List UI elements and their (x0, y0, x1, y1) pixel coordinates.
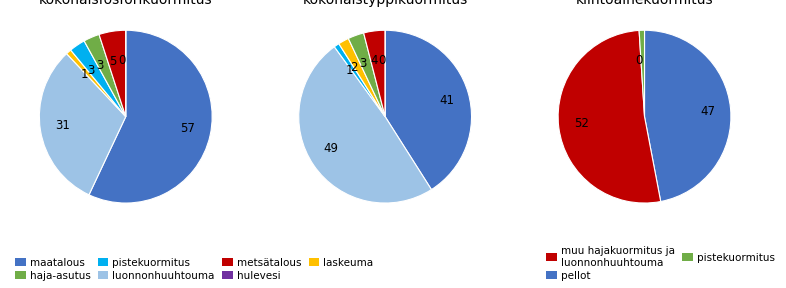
Text: 1: 1 (81, 68, 89, 81)
Wedge shape (645, 30, 731, 202)
Legend: maatalous, haja-asutus, pistekuormitus, luonnonhuuhtouma, metsätalous, hulevesi,: maatalous, haja-asutus, pistekuormitus, … (13, 255, 376, 283)
Wedge shape (639, 30, 645, 117)
Text: 0: 0 (119, 54, 126, 67)
Text: 0: 0 (378, 54, 385, 67)
Wedge shape (89, 30, 212, 203)
Text: 47: 47 (700, 105, 715, 118)
Wedge shape (334, 44, 385, 117)
Text: 3: 3 (96, 58, 104, 72)
Title: kiintoainekuormitus: kiintoainekuormitus (575, 0, 714, 7)
Text: 52: 52 (574, 117, 589, 130)
Text: 2: 2 (351, 61, 358, 74)
Text: 3: 3 (86, 64, 94, 77)
Text: 4: 4 (371, 54, 378, 67)
Text: 3: 3 (358, 57, 366, 70)
Text: 57: 57 (181, 122, 196, 135)
Wedge shape (558, 31, 661, 203)
Title: kokonaistyppikuormitus: kokonaistyppikuormitus (303, 0, 468, 7)
Wedge shape (71, 41, 126, 117)
Text: 5: 5 (109, 55, 117, 68)
Wedge shape (99, 30, 126, 117)
Legend: muu hajakuormitus ja
luonnonhuuhtouma, pellot, pistekuormitus: muu hajakuormitus ja luonnonhuuhtouma, p… (544, 244, 777, 283)
Wedge shape (364, 30, 385, 117)
Text: 49: 49 (324, 142, 339, 155)
Text: 41: 41 (439, 94, 454, 107)
Wedge shape (299, 47, 432, 203)
Title: kokonaisfosforikuormitus: kokonaisfosforikuormitus (39, 0, 212, 7)
Wedge shape (84, 35, 126, 117)
Text: 31: 31 (56, 119, 70, 132)
Text: 1: 1 (346, 64, 354, 77)
Wedge shape (39, 54, 126, 195)
Wedge shape (67, 50, 126, 117)
Wedge shape (348, 33, 385, 117)
Wedge shape (339, 39, 385, 117)
Wedge shape (385, 30, 472, 190)
Text: 0: 0 (635, 54, 643, 67)
